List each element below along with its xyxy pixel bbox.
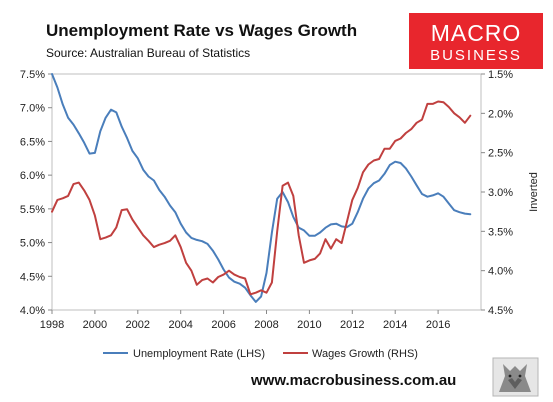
- legend: Unemployment Rate (LHS) Wages Growth (RH…: [103, 348, 418, 360]
- x-tick-label: 2000: [83, 319, 107, 331]
- x-tick-label: 1998: [40, 319, 64, 331]
- chart-title: Unemployment Rate vs Wages Growth: [46, 21, 357, 40]
- legend-label-unemployment: Unemployment Rate (LHS): [133, 348, 265, 360]
- right-tick-label: 3.5%: [488, 226, 513, 238]
- x-tick-label: 2006: [211, 319, 235, 331]
- left-tick-label: 7.0%: [20, 103, 45, 115]
- right-tick-label: 4.0%: [488, 266, 513, 278]
- x-axis: 1998 2000 2002 2004 2006 2008 2010 2012 2014 2016: [40, 310, 450, 331]
- left-tick-label: 6.5%: [20, 136, 45, 148]
- x-tick-label: 2012: [340, 319, 364, 331]
- left-y-axis: 4.0% 4.5% 5.0% 5.5% 6.0% 6.5% 7.0% 7.5%: [20, 69, 52, 317]
- website-url: www.macrobusiness.com.au: [250, 372, 456, 389]
- logo-background: [409, 13, 543, 69]
- left-tick-label: 4.5%: [20, 271, 45, 283]
- legend-label-wages: Wages Growth (RHS): [312, 348, 418, 360]
- x-tick-label: 2010: [297, 319, 321, 331]
- right-tick-label: 1.5%: [488, 69, 513, 81]
- x-tick-label: 2014: [383, 319, 407, 331]
- right-tick-label: 3.0%: [488, 187, 513, 199]
- x-tick-label: 2008: [254, 319, 278, 331]
- series-line-wages: [51, 100, 472, 296]
- wolf-logo-icon: [492, 357, 539, 397]
- left-tick-label: 4.0%: [20, 305, 45, 317]
- right-tick-label: 2.5%: [488, 148, 513, 160]
- x-tick-label: 2016: [426, 319, 450, 331]
- x-tick-label: 2004: [168, 319, 192, 331]
- left-tick-label: 5.5%: [20, 204, 45, 216]
- logo-line-2: BUSINESS: [430, 47, 522, 64]
- plot-area: 1998 2000 2002 2004 2006 2008 2010 2012 2014 2016…: [20, 69, 513, 331]
- right-tick-label: 4.5%: [488, 305, 513, 317]
- series-line-unemployment: [51, 73, 472, 303]
- left-tick-label: 5.0%: [20, 238, 45, 250]
- macrobusiness-logo: MACRO BUSINESS: [409, 13, 543, 69]
- logo-line-1: MACRO: [431, 20, 522, 46]
- x-tick-label: 2002: [126, 319, 150, 331]
- left-tick-label: 6.0%: [20, 170, 45, 182]
- left-tick-label: 7.5%: [20, 69, 45, 81]
- right-tick-label: 2.0%: [488, 108, 513, 120]
- series-layer: [51, 73, 472, 303]
- right-axis-title: Inverted: [528, 172, 540, 212]
- chart-subtitle: Source: Australian Bureau of Statistics: [46, 46, 250, 60]
- right-y-axis: 1.5% 2.0% 2.5% 3.0% 3.5% 4.0% 4.5%: [481, 69, 513, 317]
